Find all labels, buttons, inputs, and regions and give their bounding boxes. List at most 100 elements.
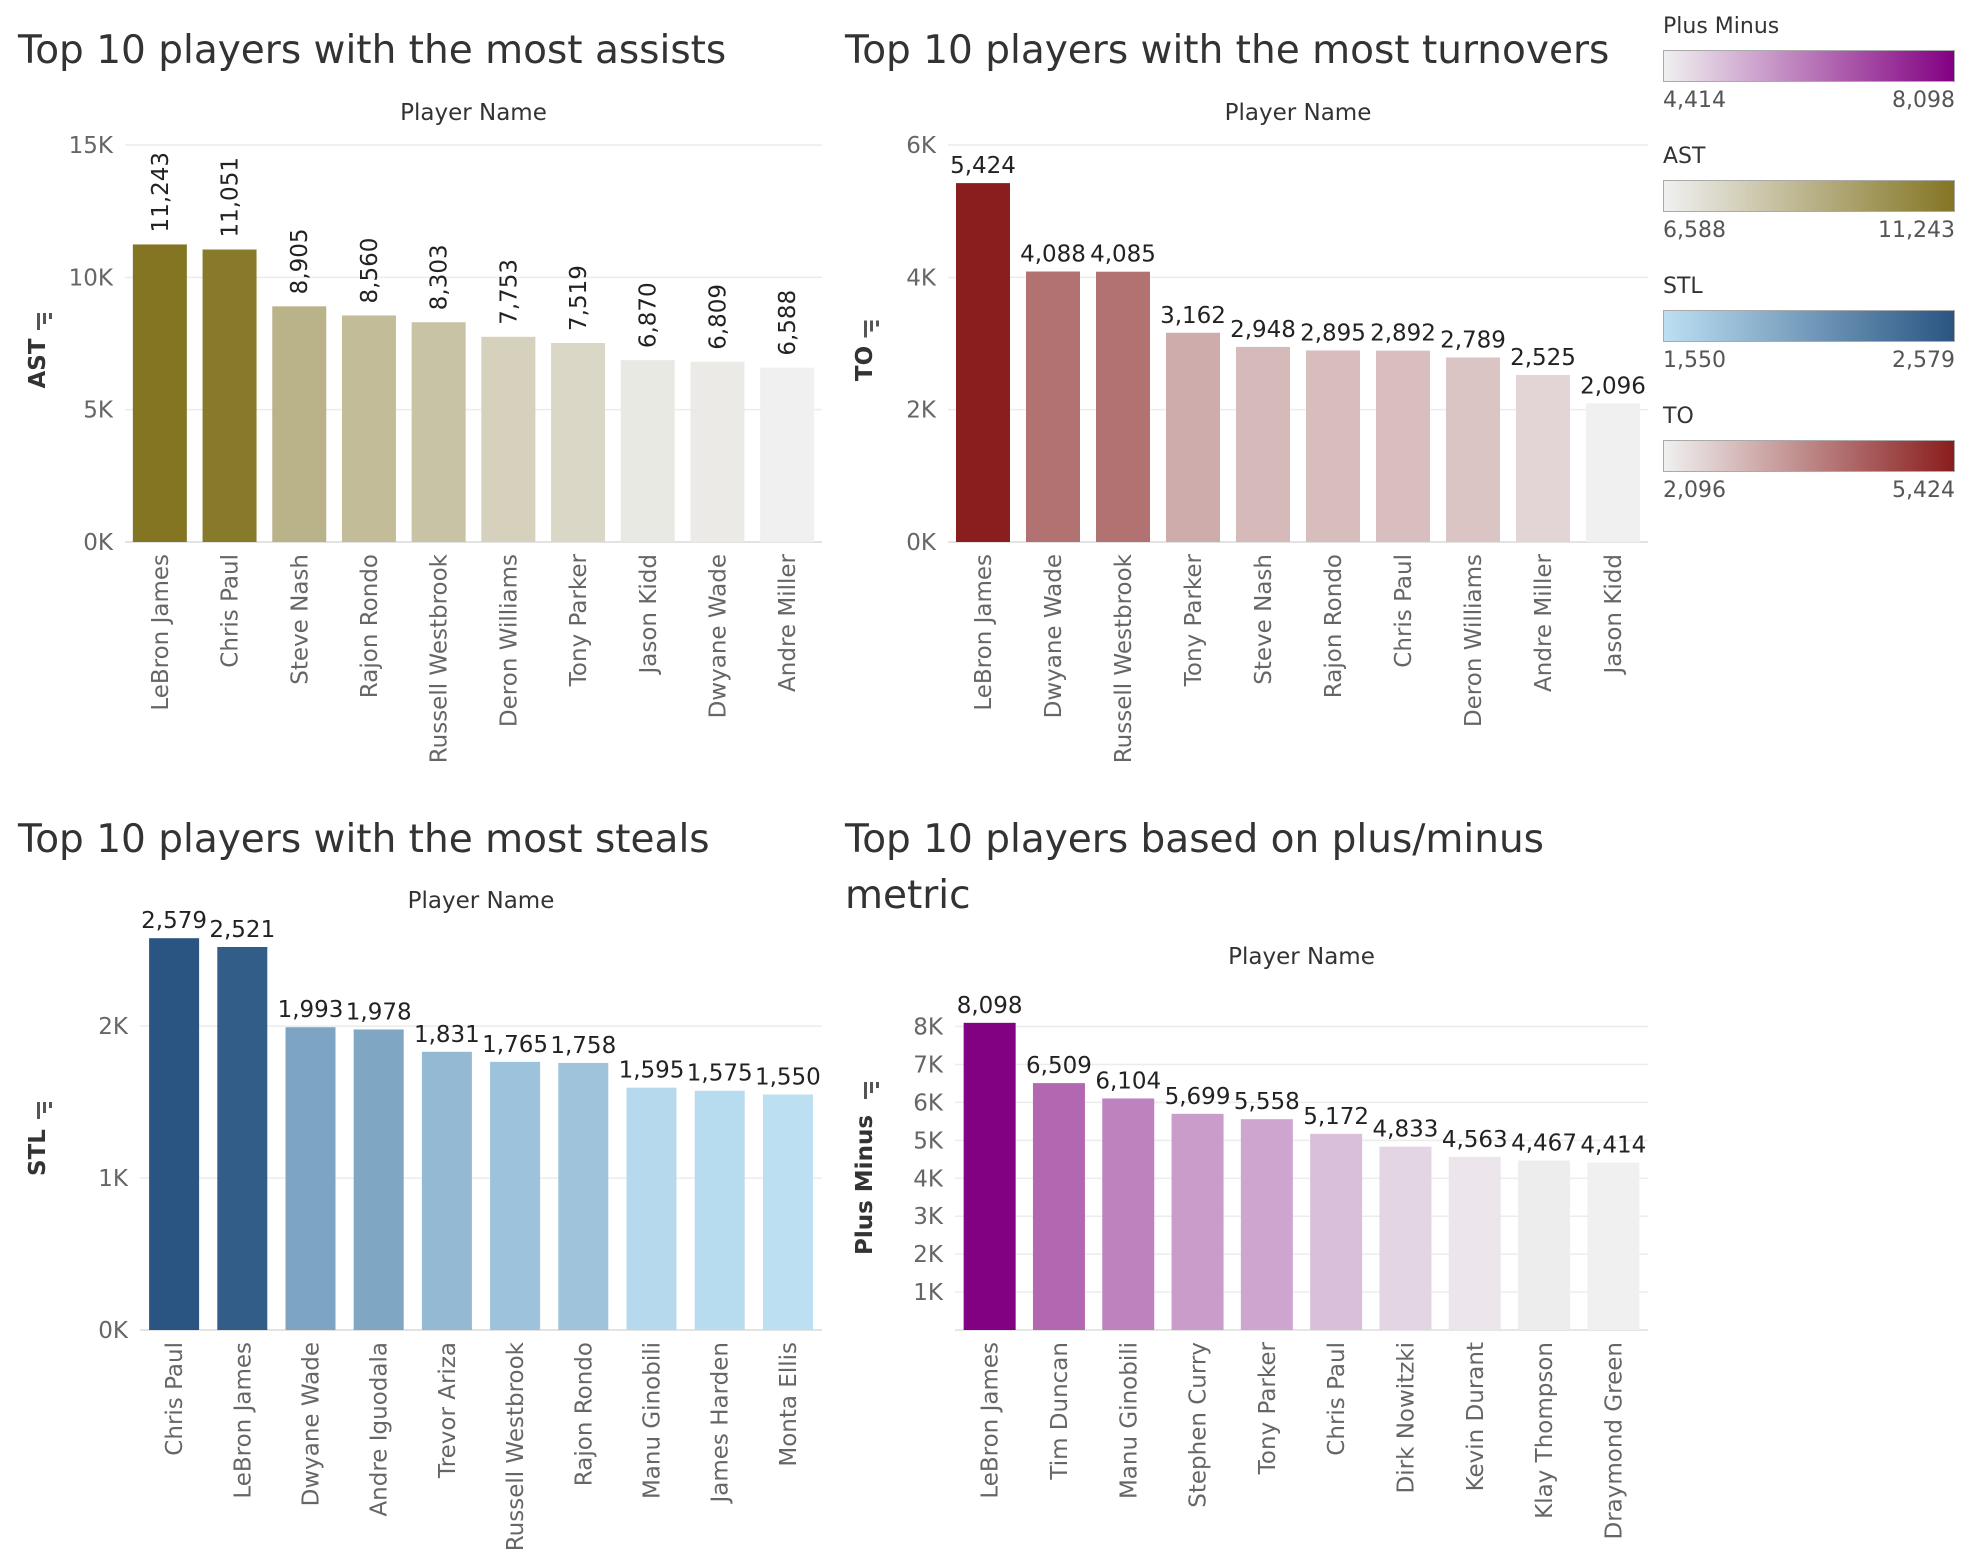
bar xyxy=(694,1090,745,1330)
x-tick-label: Steve Nash xyxy=(287,554,313,685)
y-tick-label: 10K xyxy=(69,265,114,291)
bar xyxy=(1587,1162,1640,1330)
y-tick-label: 0K xyxy=(83,530,114,556)
x-tick-label: Andre Miller xyxy=(775,553,801,691)
data-label: 1,575 xyxy=(687,1061,753,1087)
bar xyxy=(626,1087,677,1330)
x-tick-label: Dwyane Wade xyxy=(1041,554,1067,718)
data-label: 4,467 xyxy=(1511,1131,1577,1157)
data-label: 6,104 xyxy=(1095,1068,1161,1094)
bar xyxy=(1096,271,1150,542)
y-tick-label: 2K xyxy=(913,1242,944,1268)
bar xyxy=(411,322,466,542)
data-label: 3,162 xyxy=(1160,303,1226,329)
legend-title: AST xyxy=(1663,144,1706,169)
legend-title: TO xyxy=(1663,404,1694,429)
bar xyxy=(272,306,327,542)
x-tick-label: Tim Duncan xyxy=(1047,1342,1073,1481)
data-label: 11,051 xyxy=(218,157,244,237)
x-tick-label: Manu Ginobili xyxy=(640,1342,666,1499)
legend-ast: AST 6,588 11,243 xyxy=(1663,144,1963,243)
y-tick-label: 15K xyxy=(69,133,114,159)
x-tick-label: James Harden xyxy=(708,1342,734,1505)
x-tick-label: Chris Paul xyxy=(1391,554,1417,668)
x-tick-label: Rajon Rondo xyxy=(357,554,383,698)
data-label: 7,519 xyxy=(566,265,592,331)
bar xyxy=(353,1029,404,1330)
x-tick-label: Tony Parker xyxy=(1181,553,1207,687)
data-label: 2,895 xyxy=(1300,320,1366,346)
sort-icon xyxy=(864,1082,867,1099)
x-tick-label: Russell Westbrook xyxy=(427,553,453,763)
chart-title-plus-minus-line1: Top 10 players based on plus/minus xyxy=(845,817,1544,862)
x-tick-label: Steve Nash xyxy=(1251,554,1277,685)
bar xyxy=(762,1094,813,1330)
bar xyxy=(421,1051,472,1330)
bar xyxy=(1032,1083,1085,1330)
x-tick-label: Manu Ginobili xyxy=(1116,1342,1142,1499)
bar xyxy=(1446,357,1500,542)
sort-icon xyxy=(49,313,52,319)
y-tick-label: 7K xyxy=(913,1052,944,1078)
bar xyxy=(341,315,396,542)
data-label: 6,809 xyxy=(705,284,731,350)
bar xyxy=(1586,403,1640,542)
y-tick-label: 0K xyxy=(98,1318,129,1344)
x-tick-label: Monta Ellis xyxy=(776,1342,802,1467)
bar xyxy=(1376,350,1430,542)
bar xyxy=(1306,350,1360,542)
bar xyxy=(1310,1133,1363,1330)
y-axis-title: TO xyxy=(852,346,878,381)
x-tick-label: Dwyane Wade xyxy=(705,554,731,718)
legend-plus-minus: Plus Minus 4,414 8,098 xyxy=(1663,14,1963,113)
x-tick-label: Deron Williams xyxy=(1461,554,1487,727)
y-tick-label: 0K xyxy=(906,530,937,556)
y-tick-label: 1K xyxy=(913,1280,944,1306)
chart-title-assists: Top 10 players with the most assists xyxy=(18,28,727,73)
sort-icon xyxy=(37,1102,40,1119)
bar xyxy=(1166,332,1220,542)
data-label: 4,085 xyxy=(1090,242,1156,268)
chart-title-plus-minus-line2: metric xyxy=(845,873,971,918)
x-tick-label: Klay Thompson xyxy=(1532,1342,1558,1519)
data-label: 2,789 xyxy=(1440,327,1506,353)
legend-max: 8,098 xyxy=(1892,88,1955,113)
legend-min: 4,414 xyxy=(1663,88,1726,113)
data-label: 4,833 xyxy=(1373,1117,1439,1143)
bar xyxy=(1102,1098,1155,1330)
legend-gradient xyxy=(1663,50,1955,82)
data-label: 6,588 xyxy=(775,290,801,356)
legend-gradient xyxy=(1663,310,1955,342)
x-axis-title: Player Name xyxy=(408,888,555,914)
bar xyxy=(956,183,1010,542)
y-tick-label: 3K xyxy=(913,1204,944,1230)
y-tick-label: 4K xyxy=(913,1166,944,1192)
data-label: 4,414 xyxy=(1580,1133,1646,1159)
x-tick-label: Tony Parker xyxy=(1255,1341,1281,1475)
x-tick-label: LeBron James xyxy=(971,554,997,711)
legend-gradient xyxy=(1663,440,1955,472)
data-label: 1,765 xyxy=(482,1032,548,1058)
chart-title-turnovers: Top 10 players with the most turnovers xyxy=(845,28,1610,73)
x-tick-label: Chris Paul xyxy=(1324,1342,1350,1456)
data-label: 1,993 xyxy=(278,997,344,1023)
x-tick-label: Rajon Rondo xyxy=(571,1342,597,1486)
x-tick-label: LeBron James xyxy=(230,1342,256,1499)
bar xyxy=(490,1061,541,1330)
legend-title: STL xyxy=(1663,274,1703,299)
data-label: 6,509 xyxy=(1026,1053,1092,1079)
data-label: 11,243 xyxy=(148,152,174,232)
y-tick-label: 1K xyxy=(98,1166,129,1192)
sort-icon xyxy=(49,1102,52,1108)
data-label: 2,948 xyxy=(1230,317,1296,343)
legend-max: 5,424 xyxy=(1892,478,1955,503)
x-tick-label: Dirk Nowitzki xyxy=(1393,1342,1419,1493)
y-tick-label: 2K xyxy=(906,398,937,424)
legend-min: 1,550 xyxy=(1663,348,1726,373)
bar xyxy=(1026,271,1080,542)
x-tick-label: Rajon Rondo xyxy=(1321,554,1347,698)
x-tick-label: Andre Miller xyxy=(1531,553,1557,691)
bar xyxy=(202,249,257,543)
sort-icon xyxy=(864,320,867,338)
